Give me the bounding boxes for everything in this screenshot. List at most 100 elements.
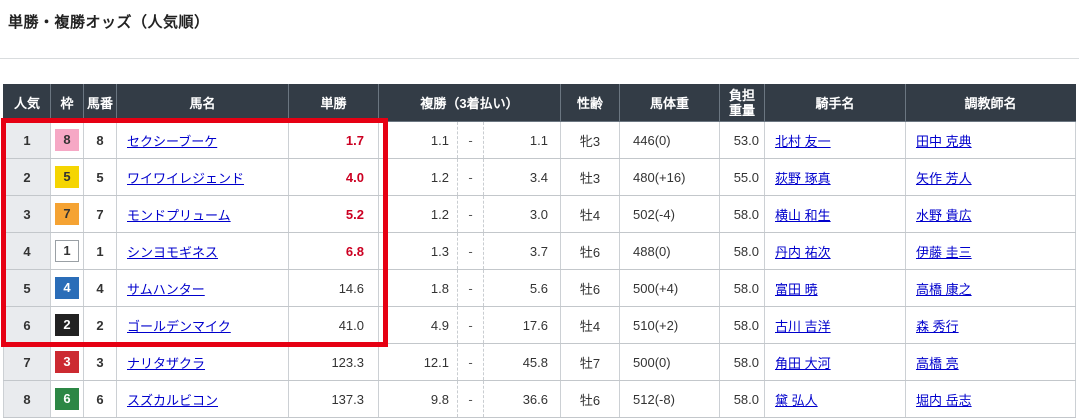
trainer-cell: 伊藤 圭三 <box>905 232 1076 270</box>
rank-cell: 6 <box>3 306 51 344</box>
place-dash: - <box>458 307 484 343</box>
horse-name-link[interactable]: ワイワイレジェンド <box>127 170 245 186</box>
header-load: 負担 重量 <box>719 84 765 122</box>
trainer-cell: 水野 貴広 <box>905 195 1076 233</box>
place-max: 36.6 <box>522 391 548 407</box>
frame-badge: 8 <box>55 129 79 151</box>
odds-table-container: 人気 枠 馬番 馬名 単勝 複勝（3着払い） 性齢 馬体重 負担 重量 騎手名 調… <box>1 84 1076 418</box>
place-min: 9.8 <box>379 381 458 417</box>
place-max: 45.8 <box>522 354 548 370</box>
trainer-cell: 高橋 亮 <box>905 343 1076 381</box>
place-dash: - <box>458 344 484 380</box>
place-max: 3.4 <box>529 169 548 185</box>
horse-number-cell: 7 <box>83 195 117 233</box>
place-odds-cell: 1.3- 3.7 <box>378 232 561 270</box>
load-cell: 58.0 <box>719 232 765 270</box>
trainer-link[interactable]: 森 秀行 <box>916 318 959 334</box>
place-max: 3.0 <box>529 206 548 222</box>
jockey-cell: 角田 大河 <box>764 343 906 381</box>
trainer-link[interactable]: 高橋 亮 <box>916 355 959 371</box>
rank-cell: 3 <box>3 195 51 233</box>
trainer-link[interactable]: 田中 克典 <box>916 133 972 149</box>
table-row: 1 8 8 セクシーブーケ 1.7 1.1-1.1 牝3 446(0) 53.0… <box>3 121 1076 159</box>
frame-badge: 4 <box>55 277 79 299</box>
horse-name-link[interactable]: シンヨモギネス <box>127 244 219 260</box>
sex-age-cell: 牡7 <box>560 343 620 381</box>
horse-name-link[interactable]: セクシーブーケ <box>127 133 218 149</box>
rank-cell: 4 <box>3 232 51 270</box>
weight-cell: 446(0) <box>619 121 720 159</box>
header-horse: 馬名 <box>116 84 289 122</box>
place-dash: - <box>458 381 484 417</box>
place-odds-cell: 1.1-1.1 <box>378 121 561 159</box>
win-odds-cell: 41.0 <box>288 306 379 344</box>
jockey-link[interactable]: 荻野 琢真 <box>775 170 831 186</box>
trainer-link[interactable]: 水野 貴広 <box>916 207 972 223</box>
table-row: 3 7 7 モンドプリューム 5.2 1.2- 3.0 牡4 502(-4) 58… <box>3 195 1076 233</box>
header-sex-age: 性齢 <box>560 84 620 122</box>
frame-badge: 1 <box>55 240 79 262</box>
jockey-link[interactable]: 角田 大河 <box>775 355 831 371</box>
place-odds-cell: 12.1- 45.8 <box>378 343 561 381</box>
place-odds-cell: 9.8- 36.6 <box>378 380 561 418</box>
frame-cell: 1 <box>50 232 84 270</box>
frame-cell: 7 <box>50 195 84 233</box>
trainer-link[interactable]: 矢作 芳人 <box>916 170 972 186</box>
jockey-link[interactable]: 黛 弘人 <box>775 392 818 408</box>
jockey-link[interactable]: 富田 暁 <box>775 281 818 297</box>
win-odds-cell: 14.6 <box>288 269 379 307</box>
place-dash: - <box>458 122 484 158</box>
win-odds-cell: 1.7 <box>288 121 379 159</box>
horse-name-link[interactable]: サムハンター <box>127 281 205 297</box>
horse-number-cell: 6 <box>83 380 117 418</box>
table-row: 5 4 4 サムハンター 14.6 1.8- 5.6 牡6 500(+4) 58.… <box>3 269 1076 307</box>
horse-name-cell: サムハンター <box>116 269 289 307</box>
jockey-cell: 丹内 祐次 <box>764 232 906 270</box>
place-max: 5.6 <box>529 280 548 296</box>
frame-cell: 8 <box>50 121 84 159</box>
horse-name-link[interactable]: ゴールデンマイク <box>127 318 231 334</box>
horse-number-cell: 3 <box>83 343 117 381</box>
weight-cell: 500(+4) <box>619 269 720 307</box>
win-odds-cell: 4.0 <box>288 158 379 196</box>
sex-age-cell: 牝3 <box>560 121 620 159</box>
horse-number-cell: 2 <box>83 306 117 344</box>
trainer-link[interactable]: 伊藤 圭三 <box>916 244 972 260</box>
odds-table: 人気 枠 馬番 馬名 単勝 複勝（3着払い） 性齢 馬体重 負担 重量 騎手名 調… <box>3 84 1076 418</box>
place-max: 17.6 <box>522 317 548 333</box>
trainer-link[interactable]: 高橋 康之 <box>916 281 972 297</box>
horse-number-cell: 8 <box>83 121 117 159</box>
place-min: 1.2 <box>379 159 458 195</box>
place-max: 1.1 <box>529 132 548 148</box>
jockey-link[interactable]: 北村 友一 <box>775 133 831 149</box>
place-dash: - <box>458 233 484 269</box>
sex-age-cell: 牡6 <box>560 269 620 307</box>
horse-name-cell: ナリタザクラ <box>116 343 289 381</box>
horse-name-cell: モンドプリューム <box>116 195 289 233</box>
frame-badge: 5 <box>55 166 79 188</box>
rank-cell: 5 <box>3 269 51 307</box>
load-cell: 55.0 <box>719 158 765 196</box>
weight-cell: 500(0) <box>619 343 720 381</box>
table-row: 2 5 5 ワイワイレジェンド 4.0 1.2-3.4 牡3 480(+16) … <box>3 158 1076 196</box>
load-cell: 58.0 <box>719 195 765 233</box>
header-row: 人気 枠 馬番 馬名 単勝 複勝（3着払い） 性齢 馬体重 負担 重量 騎手名 調… <box>3 84 1076 122</box>
jockey-link[interactable]: 古川 吉洋 <box>775 318 831 334</box>
horse-name-cell: ゴールデンマイク <box>116 306 289 344</box>
header-frame: 枠 <box>50 84 84 122</box>
rank-cell: 8 <box>3 380 51 418</box>
jockey-cell: 荻野 琢真 <box>764 158 906 196</box>
frame-cell: 6 <box>50 380 84 418</box>
load-cell: 58.0 <box>719 269 765 307</box>
horse-name-link[interactable]: モンドプリューム <box>127 207 231 223</box>
load-cell: 53.0 <box>719 121 765 159</box>
jockey-link[interactable]: 丹内 祐次 <box>775 244 831 260</box>
place-dash: - <box>458 196 484 232</box>
trainer-link[interactable]: 堀内 岳志 <box>916 392 972 408</box>
horse-name-link[interactable]: スズカルビコン <box>127 392 219 408</box>
header-place: 複勝（3着払い） <box>378 84 561 122</box>
horse-name-link[interactable]: ナリタザクラ <box>127 355 206 371</box>
table-row: 6 2 2 ゴールデンマイク 41.0 4.9-17.6 牡4 510(+2) … <box>3 306 1076 344</box>
jockey-link[interactable]: 横山 和生 <box>775 207 831 223</box>
place-min: 12.1 <box>379 344 458 380</box>
